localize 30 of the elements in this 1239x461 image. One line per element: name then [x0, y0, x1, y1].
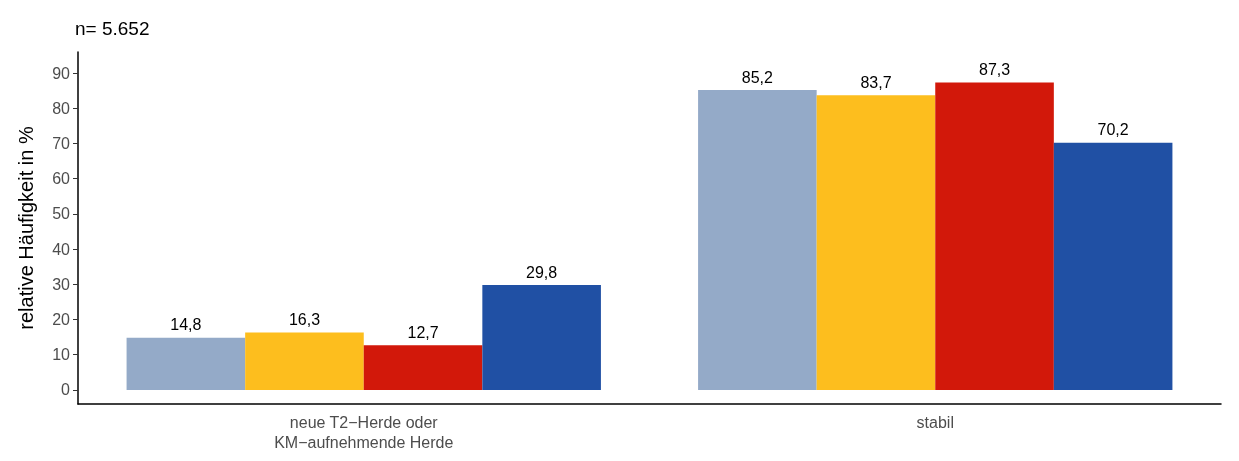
y-tick-label: 80	[52, 99, 71, 117]
y-axis-title: relative Häufigkeit in %	[15, 126, 37, 330]
y-tick-label: 60	[52, 170, 71, 188]
y-tick-label: 0	[61, 381, 71, 399]
data-label: 70,2	[1097, 121, 1129, 139]
data-label: 14,8	[170, 316, 202, 334]
data-label: 29,8	[526, 263, 558, 281]
y-tick-label: 40	[52, 240, 71, 258]
y-tick-label: 50	[52, 205, 71, 223]
data-label: 83,7	[860, 73, 892, 91]
bar	[1053, 142, 1173, 390]
bar	[816, 95, 936, 390]
x-tick-label: stabil	[916, 413, 954, 431]
y-tick-label: 10	[52, 346, 71, 364]
bar	[363, 345, 483, 390]
bar	[482, 285, 601, 390]
y-tick-label: 30	[52, 275, 71, 293]
bar	[245, 332, 364, 390]
data-label: 87,3	[978, 61, 1011, 79]
y-tick-label: 20	[52, 311, 71, 329]
x-tick-label: neue T2−Herde oder KM−aufnehmende Herde	[274, 413, 454, 451]
data-label: 85,2	[741, 68, 774, 86]
y-tick-label: 90	[52, 64, 71, 82]
bar	[935, 82, 1054, 390]
y-tick-label: 70	[52, 135, 71, 153]
data-label: 12,7	[407, 323, 439, 341]
data-label: 16,3	[288, 311, 321, 329]
bar	[698, 90, 817, 390]
chart-title: n= 5.652	[75, 18, 150, 39]
bar	[126, 337, 246, 390]
